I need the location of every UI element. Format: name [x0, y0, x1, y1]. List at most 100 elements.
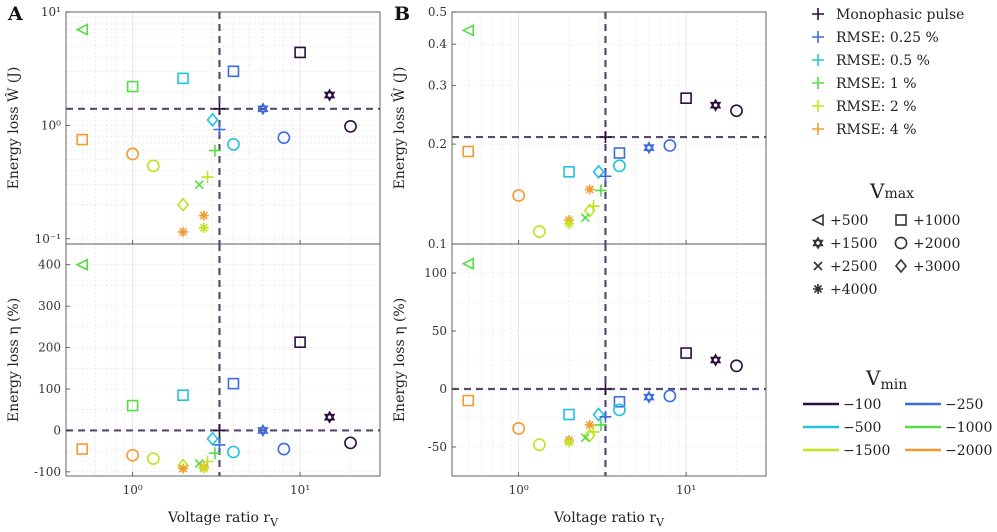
data-point [277, 131, 291, 145]
y-tick-label: 0 [53, 423, 61, 437]
data-point [75, 258, 89, 272]
legend-vmax-label: +1500 [830, 236, 877, 252]
grid [65, 243, 381, 476]
axes-frame [451, 11, 767, 245]
legend-marker [812, 31, 824, 43]
y-tick-label: -100 [34, 465, 61, 479]
data-point [594, 418, 607, 431]
legend: Monophasic pulse RMSE: 0.25 % RMSE: 0.5 % R… [803, 7, 992, 459]
legend-vmax-marker [811, 213, 824, 227]
legend-label: RMSE: 1 % [836, 76, 917, 92]
data-point [613, 403, 626, 417]
data-point [198, 463, 209, 474]
data-point [592, 164, 605, 180]
y-tick-label: -50 [428, 440, 447, 454]
data-point [730, 104, 743, 118]
legend-vmin-label: −100 [843, 397, 881, 413]
data-point [599, 131, 612, 144]
data-point [227, 65, 240, 78]
data-point [198, 222, 209, 233]
data-point [206, 431, 219, 446]
data-point [584, 184, 595, 195]
legend-vmax-marker [813, 261, 823, 271]
data-point [277, 442, 291, 456]
data-point [532, 438, 546, 452]
data-point [594, 184, 607, 197]
data-point [257, 423, 269, 438]
legend-vmin-label: −2000 [945, 443, 992, 459]
x-axis-label: Voltage ratio rV [553, 510, 665, 529]
data-point [213, 102, 226, 115]
data-point [680, 92, 692, 104]
data-points [75, 258, 357, 474]
y-tick-label: 100 [38, 382, 61, 396]
data-point [76, 133, 89, 146]
y-tick-label: 200 [38, 341, 61, 355]
data-point [146, 452, 160, 465]
legend-marker [812, 8, 824, 20]
data-point [583, 203, 596, 218]
data-point [177, 389, 189, 402]
data-point [564, 218, 575, 229]
legend-vmax-label: +500 [830, 213, 868, 229]
data-point [461, 24, 475, 37]
vmax-legend-title: Vmax [869, 179, 914, 203]
data-point [76, 443, 89, 455]
data-point [613, 159, 626, 173]
data-point [680, 347, 692, 359]
legend-label: RMSE: 4 % [836, 122, 917, 138]
legend-marker [812, 100, 824, 112]
legend-vmin-label: −500 [843, 420, 881, 436]
data-point [344, 436, 357, 450]
data-point [532, 225, 546, 238]
y-tick-label: 0 [439, 382, 447, 396]
y-tick-label: 0.2 [428, 137, 447, 151]
legend-marker [812, 54, 824, 66]
data-point [178, 463, 189, 474]
legend-label: Monophasic pulse [836, 7, 964, 23]
y-tick-label: 0.5 [428, 5, 447, 19]
legend-vmax-marker [812, 236, 824, 250]
legend-vmax-label: +4000 [830, 282, 877, 298]
data-point [580, 213, 590, 223]
data-point [709, 353, 722, 367]
data-point [461, 257, 475, 271]
data-point [344, 120, 357, 133]
y-axis-label: Energy loss Ŵ (J) [4, 67, 22, 190]
data-point [227, 137, 240, 151]
data-point [643, 141, 655, 155]
legend-vmin-label: −250 [945, 397, 983, 413]
legend-vmin-label: −1000 [945, 420, 992, 436]
data-point [177, 72, 189, 85]
data-point [294, 336, 306, 348]
data-point [227, 377, 240, 390]
legend-vmax-label: +1000 [913, 213, 960, 229]
data-points [75, 23, 357, 237]
y-tick-label: 400 [38, 258, 61, 272]
axes-frame [451, 243, 767, 477]
data-point [177, 197, 190, 212]
legend-vmin-label: −1500 [843, 443, 890, 459]
panel-label: B [394, 3, 410, 25]
panel-label: A [7, 3, 23, 25]
data-point [592, 407, 605, 422]
data-point [564, 437, 575, 448]
legend-vmax-marker [894, 236, 908, 250]
y-tick-label: 10⁰ [41, 118, 61, 132]
grid [451, 11, 767, 245]
data-point [178, 226, 189, 237]
legend-vmax-label: +2000 [913, 236, 960, 252]
data-point [512, 189, 526, 202]
legend-marker [812, 77, 824, 89]
data-point [599, 410, 612, 423]
data-point [462, 145, 475, 158]
data-point [583, 428, 596, 443]
data-point [580, 433, 590, 443]
data-point [663, 389, 677, 403]
legend-vmax-label: +3000 [913, 259, 960, 275]
data-point [323, 410, 336, 424]
y-tick-label: 0.1 [428, 237, 447, 251]
x-tick-label: 10¹ [290, 483, 310, 497]
data-point [257, 102, 269, 116]
x-tick-label: 10¹ [676, 483, 696, 497]
